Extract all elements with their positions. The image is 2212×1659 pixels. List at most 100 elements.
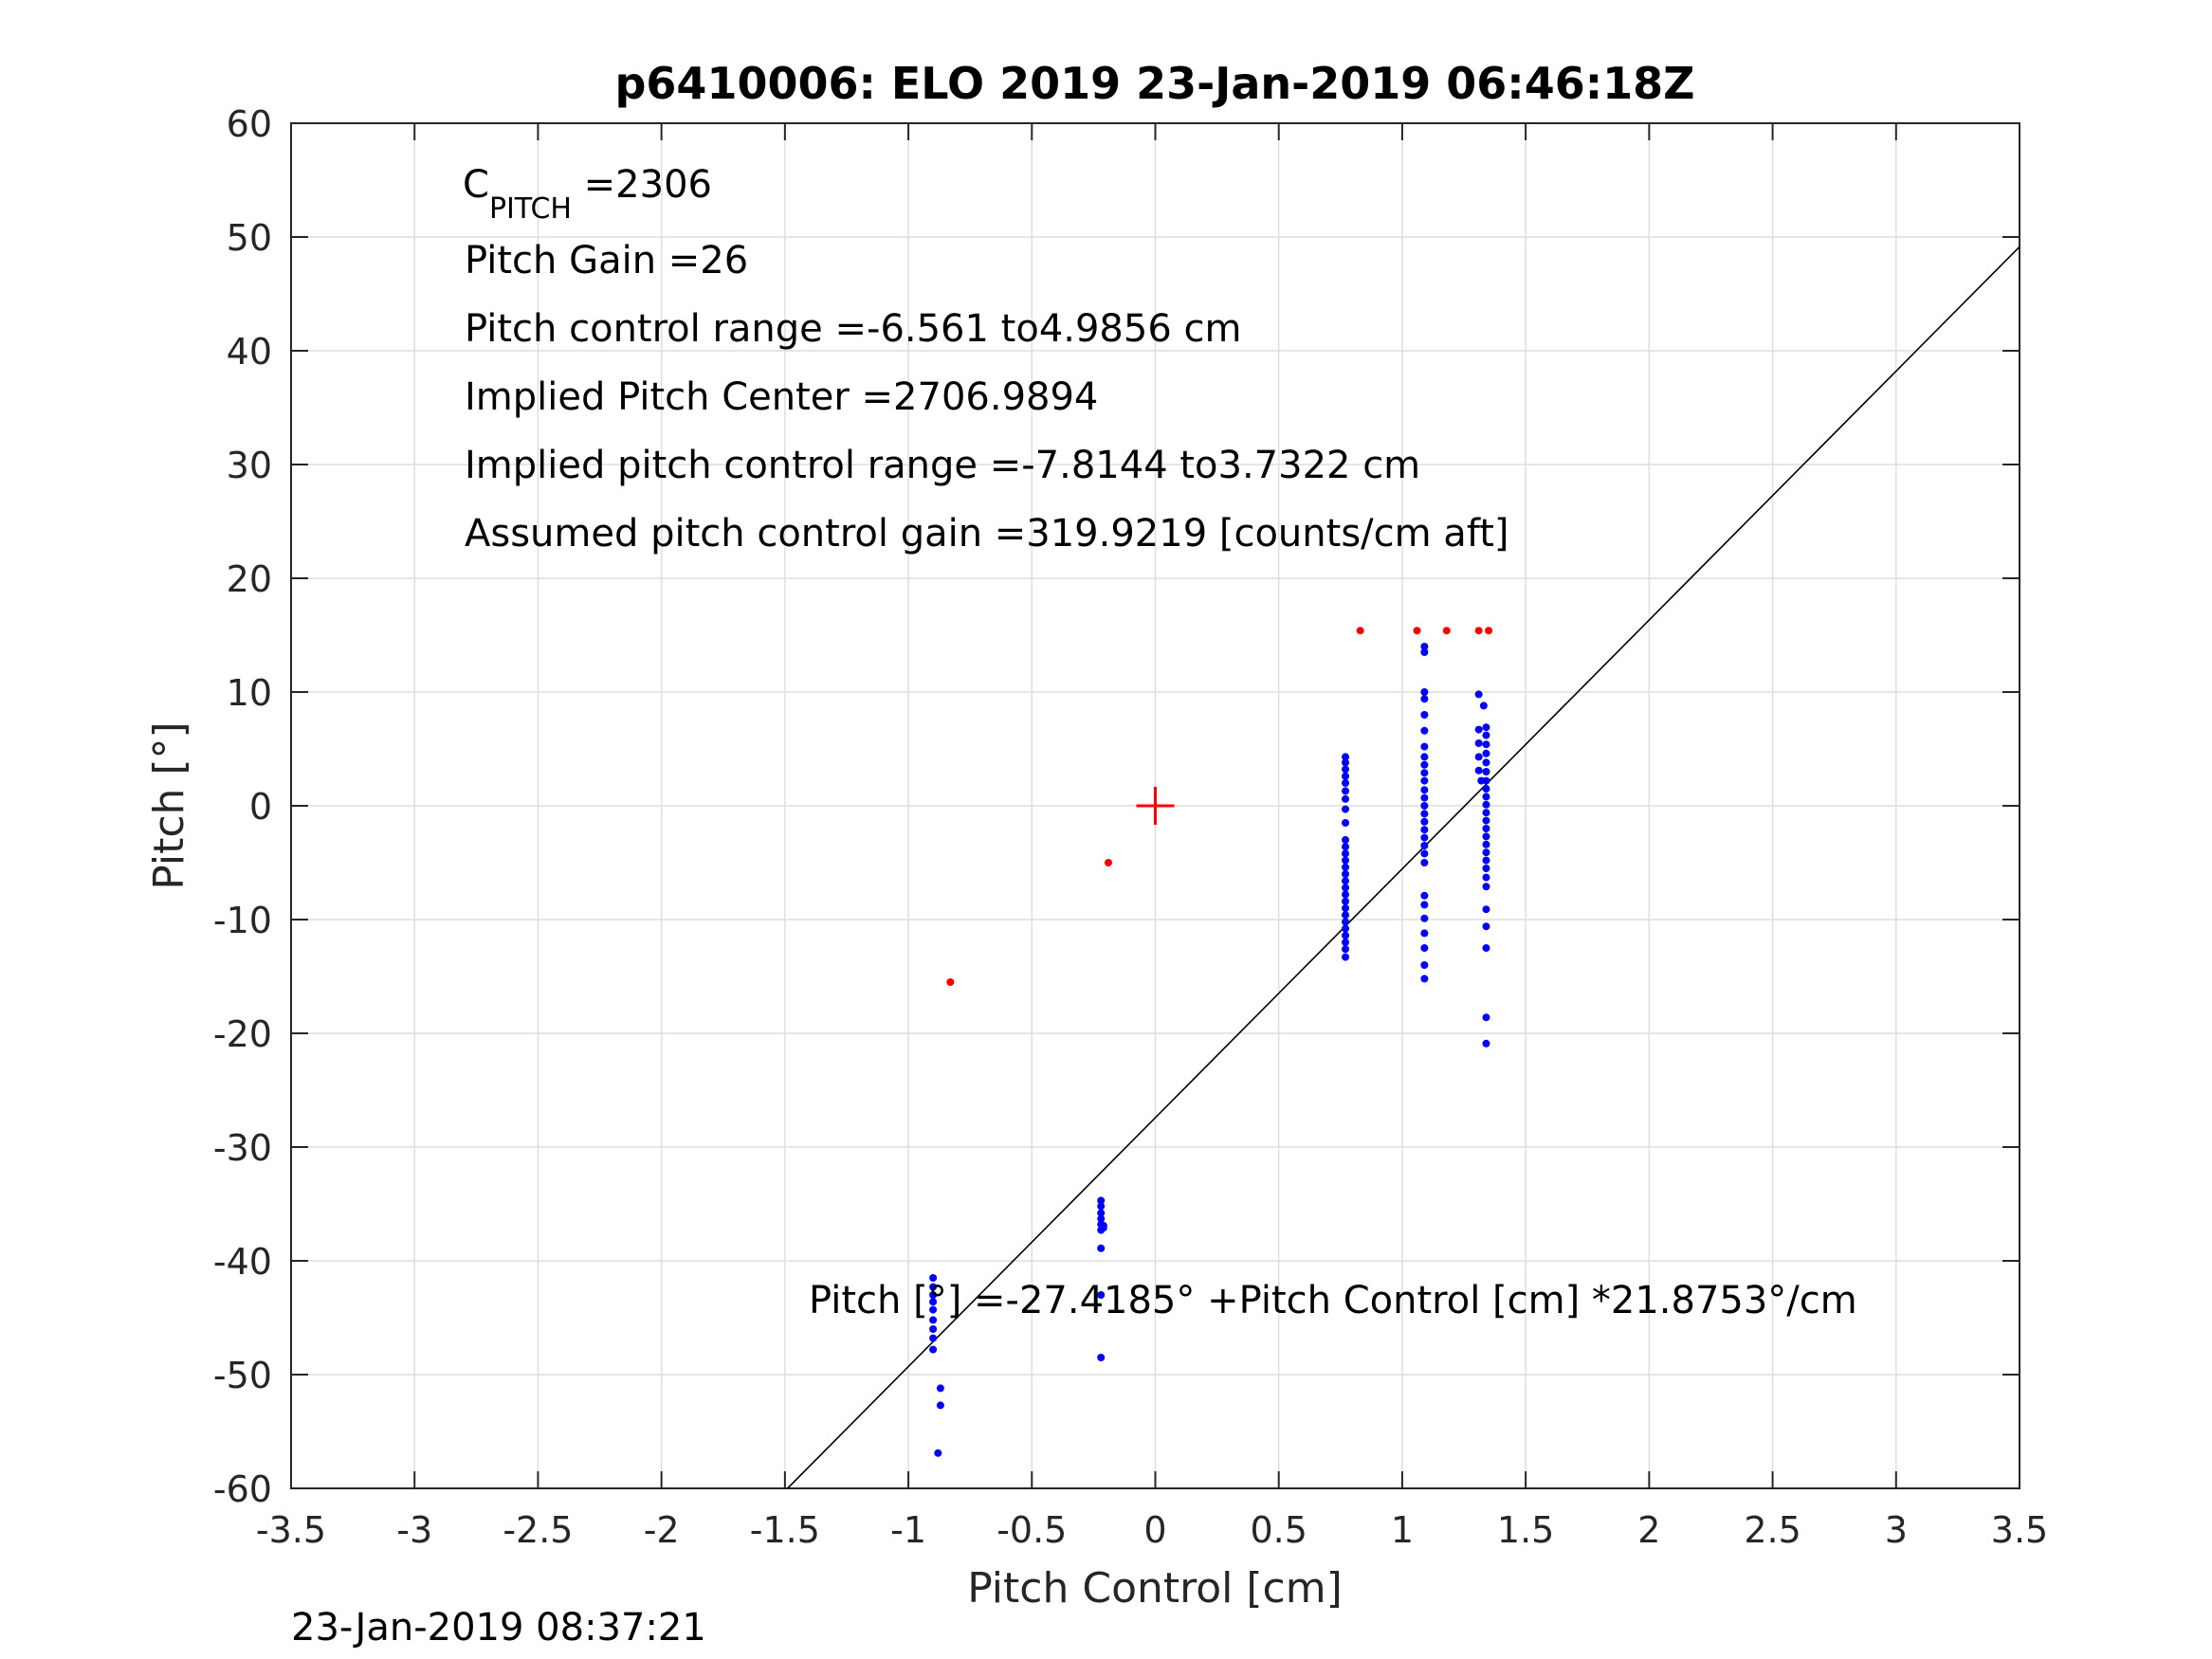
- data-point: [1342, 939, 1350, 946]
- x-tick-label: 3: [1885, 1509, 1908, 1551]
- data-point: [1420, 742, 1429, 751]
- data-point: [929, 1274, 938, 1282]
- y-tick-label: -60: [213, 1468, 272, 1510]
- y-tick-label: 60: [227, 103, 272, 145]
- data-point: [1420, 975, 1429, 983]
- data-point: [1342, 856, 1350, 865]
- data-point: [1482, 873, 1490, 882]
- y-tick-label: 10: [227, 672, 272, 714]
- data-point: [1420, 842, 1429, 849]
- x-tick-label: 2.5: [1744, 1509, 1801, 1551]
- data-point: [1342, 924, 1350, 933]
- data-point: [1342, 753, 1350, 761]
- data-point: [1097, 1196, 1106, 1205]
- x-tick-label: 1.5: [1497, 1509, 1554, 1551]
- data-point: [1482, 793, 1490, 801]
- data-point: [1482, 883, 1490, 891]
- data-point: [1482, 816, 1490, 825]
- data-point: [1105, 859, 1113, 866]
- axis-ticks: [290, 122, 2020, 1489]
- data-point: [1420, 793, 1429, 802]
- grid-lines: [290, 122, 2020, 1489]
- x-tick-labels: -3.5 -3 -2.5 -2 -1.5 -1 -0.5 0 0.5 1 1.5 2 2.5 3 3.5: [256, 1509, 2048, 1551]
- data-point: [1482, 1013, 1490, 1022]
- c-pitch-subscript: PITCH: [489, 192, 572, 226]
- data-point: [1342, 758, 1350, 767]
- data-point: [1342, 911, 1350, 920]
- implied-center-annotation: Implied Pitch Center =2706.9894: [465, 375, 1098, 419]
- data-point: [1474, 739, 1483, 747]
- implied-range-annotation: Implied pitch control range =-7.8144 to3…: [465, 444, 1420, 487]
- x-tick-label: -2: [644, 1509, 680, 1551]
- data-point: [1413, 627, 1421, 635]
- data-point: [1479, 702, 1488, 710]
- x-tick-label: 3.5: [1991, 1509, 2048, 1551]
- data-point: [1342, 897, 1350, 905]
- data-point: [1420, 776, 1429, 785]
- data-point: [929, 1345, 938, 1354]
- data-point: [1342, 870, 1350, 878]
- c-pitch-value: =2306: [572, 163, 712, 207]
- data-point: [946, 978, 955, 986]
- data-point: [1482, 922, 1490, 931]
- x-tick-label: -0.5: [996, 1509, 1067, 1551]
- data-point: [1482, 856, 1490, 865]
- data-point: [1097, 1202, 1106, 1211]
- y-tick-labels: 60 50 40 30 20 10 0 -10 -20 -30 -40 -50 -60: [213, 103, 272, 1510]
- pitch-gain-annotation: Pitch Gain =26: [465, 239, 748, 283]
- data-point: [1474, 627, 1483, 635]
- data-point: [1420, 648, 1429, 656]
- data-point: [1420, 760, 1429, 769]
- x-tick-label: 0.5: [1250, 1509, 1307, 1551]
- data-point: [1420, 688, 1429, 696]
- data-point: [1342, 779, 1350, 787]
- x-axis-label: Pitch Control [cm]: [967, 1564, 1343, 1613]
- data-point: [1482, 1039, 1490, 1048]
- data-point: [1482, 840, 1490, 848]
- fit-equation-annotation: Pitch [°] =-27.4185° +Pitch Control [cm]…: [809, 1279, 1857, 1322]
- data-point: [1420, 786, 1429, 794]
- data-point: [1342, 884, 1350, 892]
- data-point: [1442, 627, 1451, 635]
- data-point: [936, 1384, 944, 1393]
- data-point: [1099, 1224, 1107, 1232]
- y-tick-label: -40: [213, 1241, 272, 1283]
- fit-line-layer: [787, 246, 2020, 1489]
- data-point: [1420, 914, 1429, 922]
- data-point: [929, 1325, 938, 1333]
- data-point: [1482, 800, 1490, 809]
- c-pitch-symbol: C: [463, 163, 489, 207]
- fit-line: [787, 246, 2020, 1489]
- data-point: [1342, 945, 1350, 954]
- data-point: [1482, 832, 1490, 841]
- x-tick-label: 0: [1143, 1509, 1166, 1551]
- data-point: [1474, 753, 1483, 761]
- data-point: [1420, 643, 1429, 650]
- data-point: [1420, 891, 1429, 900]
- x-tick-label: -1.5: [750, 1509, 820, 1551]
- data-point: [1420, 833, 1429, 842]
- series-0: [929, 643, 1490, 1457]
- x-tick-label: -3.5: [256, 1509, 326, 1551]
- data-point: [929, 1305, 938, 1314]
- data-point: [1342, 863, 1350, 871]
- data-point: [1420, 817, 1429, 826]
- data-point: [1482, 749, 1490, 757]
- data-point: [1482, 944, 1490, 952]
- data-point: [1342, 904, 1350, 912]
- data-points: [929, 627, 1493, 1457]
- data-point: [936, 1401, 944, 1410]
- data-point: [1342, 953, 1350, 961]
- y-tick-label: 50: [227, 217, 272, 259]
- data-point: [1420, 810, 1429, 818]
- data-point: [1482, 825, 1490, 832]
- data-point: [929, 1298, 938, 1306]
- chart-title: p6410006: ELO 2019 23-Jan-2019 06:46:18Z: [615, 58, 1695, 109]
- data-point: [1342, 931, 1350, 939]
- data-point: [929, 1291, 938, 1299]
- data-point: [1420, 753, 1429, 761]
- x-tick-label: -3: [396, 1509, 432, 1551]
- data-point: [1342, 843, 1350, 851]
- data-point: [1420, 726, 1429, 735]
